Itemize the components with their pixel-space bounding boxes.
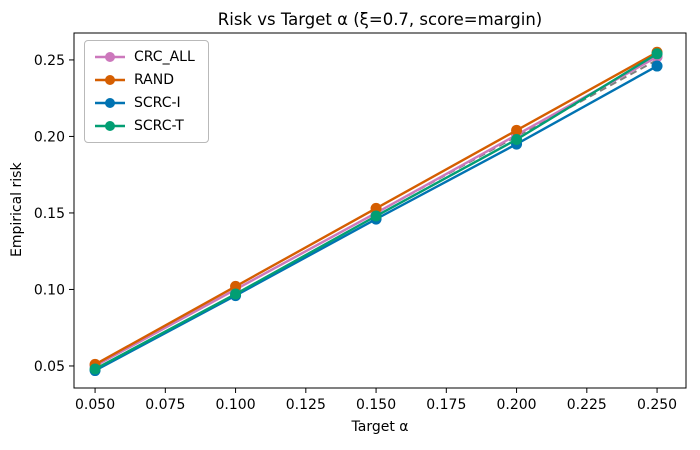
data-point-RAND	[230, 280, 242, 292]
x-tick-label: 0.075	[145, 397, 185, 413]
data-point-SCRC-I	[651, 60, 663, 72]
legend-marker-icon	[95, 52, 125, 62]
x-tick-label: 0.050	[75, 397, 115, 413]
legend-marker-icon	[95, 98, 125, 108]
data-point-RAND	[511, 124, 523, 136]
x-tick-label: 0.150	[356, 397, 396, 413]
y-tick-label: 0.25	[34, 53, 65, 69]
data-point-RAND	[370, 202, 382, 214]
data-point-SCRC-T	[511, 134, 523, 145]
legend-item-scrc-i: SCRC-I	[94, 95, 195, 111]
y-tick-label: 0.15	[34, 206, 65, 222]
data-point-SCRC-T	[651, 48, 663, 60]
axes-frame	[73, 32, 687, 389]
legend-item-crc-all: CRC_ALL	[94, 49, 195, 65]
x-tick-label: 0.200	[497, 397, 537, 413]
legend-label: SCRC-I	[134, 95, 181, 111]
legend-label: SCRC-T	[134, 118, 184, 134]
legend-label: RAND	[134, 72, 174, 88]
x-tick-label: 0.100	[216, 397, 256, 413]
data-point-SCRC-T	[370, 210, 382, 222]
legend-marker-icon	[95, 121, 125, 131]
y-tick-label: 0.20	[34, 129, 65, 145]
legend: CRC_ALL RAND SCRC-I SCRC-T	[84, 40, 209, 143]
legend-item-scrc-t: SCRC-T	[94, 118, 195, 134]
x-tick-label: 0.175	[426, 397, 466, 413]
legend-item-rand: RAND	[94, 72, 195, 88]
x-tick-label: 0.125	[286, 397, 326, 413]
legend-marker-icon	[95, 75, 125, 85]
data-point-SCRC-T	[89, 363, 101, 375]
chart-title: Risk vs Target α (ξ=0.7, score=margin)	[217, 10, 543, 29]
y-tick-label: 0.10	[34, 282, 65, 298]
x-tick-label: 0.225	[567, 397, 607, 413]
data-point-SCRC-T	[230, 288, 242, 300]
legend-label: CRC_ALL	[134, 49, 195, 65]
x-axis-label: Target α	[351, 419, 409, 435]
y-tick-label: 0.05	[34, 359, 65, 375]
x-tick-label: 0.250	[637, 397, 677, 413]
